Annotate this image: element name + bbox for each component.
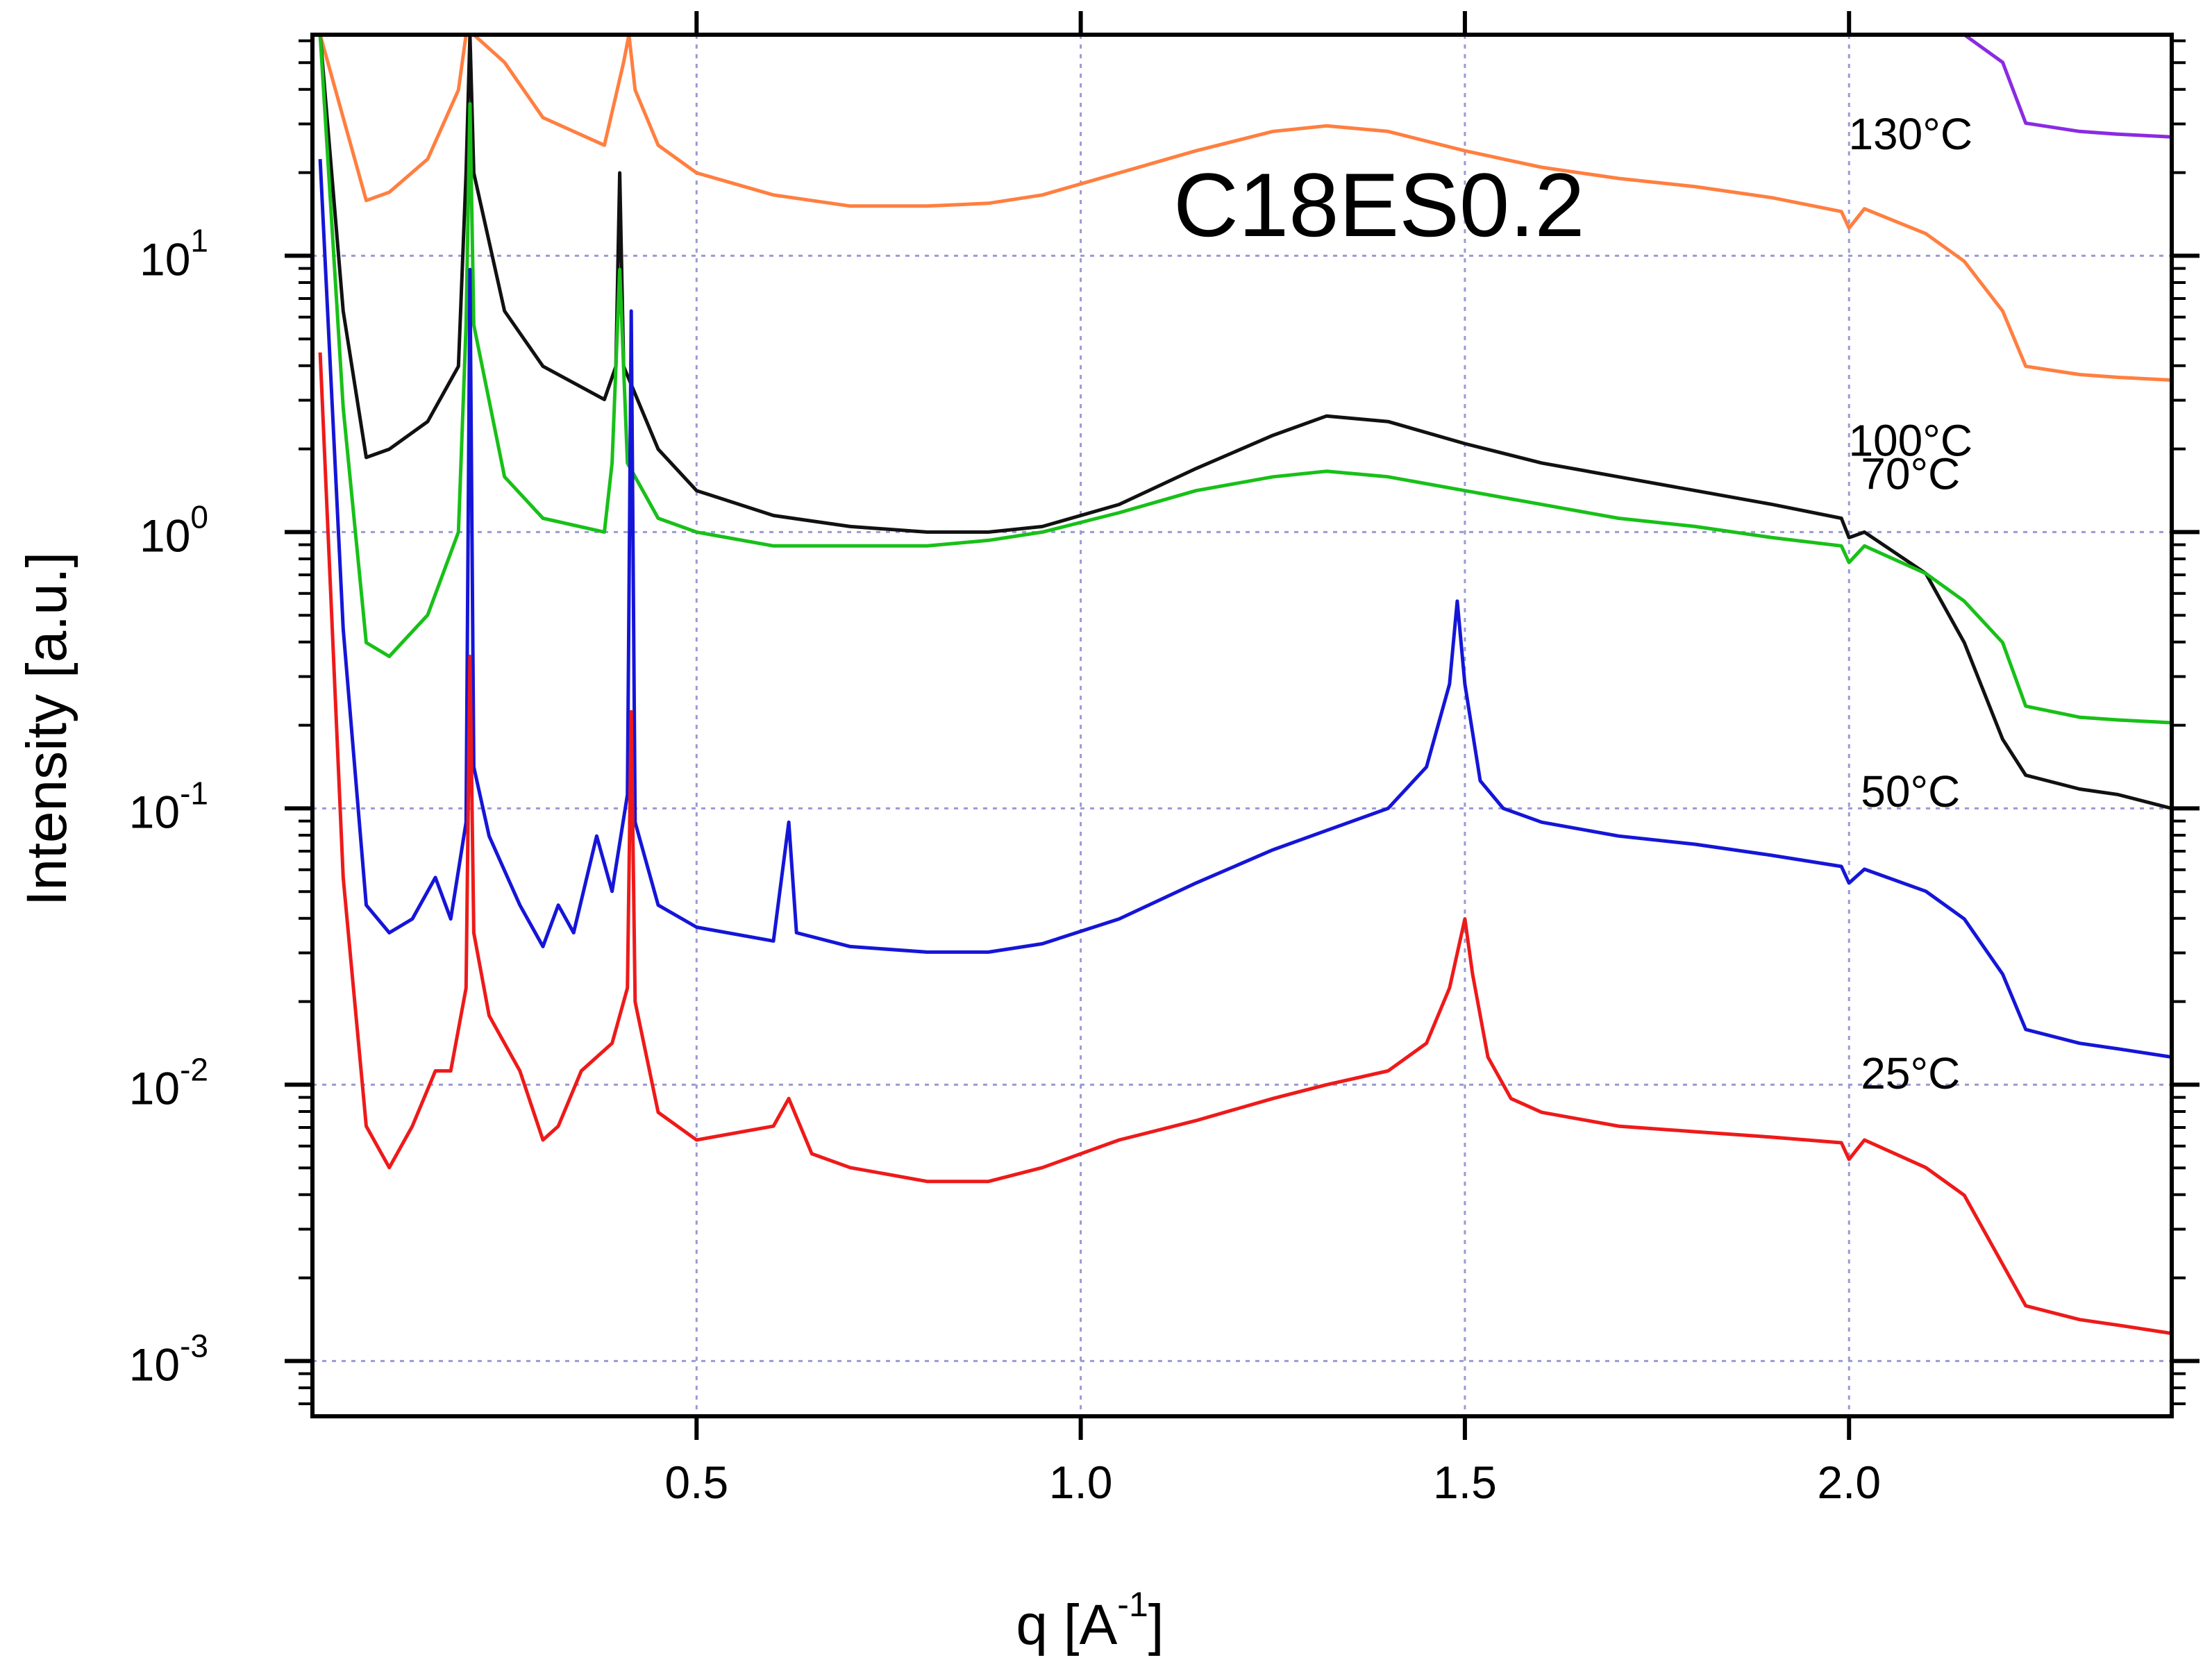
y-tick-label: 10-2	[129, 1051, 208, 1114]
series-line	[318, 33, 2172, 810]
axis-ticks	[285, 11, 2200, 1440]
y-tick-base: 10	[140, 510, 190, 561]
y-tick-exponent: 1	[190, 222, 208, 258]
y-tick-exponent: 0	[190, 498, 208, 535]
y-tick-label: 10-1	[129, 775, 208, 837]
y-tick-label: 10-3	[129, 1327, 208, 1390]
series-name-label: 25°C	[1861, 1048, 1960, 1098]
y-tick-base: 10	[140, 0, 190, 8]
x-axis-title-main: q [A	[1016, 1593, 1117, 1657]
x-axis-title: q [A-1]	[1016, 1585, 1164, 1657]
series-name-label: 70°C	[1861, 448, 1960, 498]
y-tick-label: 102	[140, 0, 208, 8]
y-tick-exponent: -1	[180, 775, 208, 811]
series-name-label: 50°C	[1861, 766, 1960, 816]
y-tick-label: 100	[140, 498, 208, 561]
y-tick-labels: 10-310-210-1100101102103104	[129, 0, 208, 1390]
x-axis-title-close: ]	[1148, 1593, 1164, 1657]
x-tick-label: 1.5	[1433, 1457, 1497, 1508]
x-axis-title-sup: -1	[1117, 1585, 1148, 1624]
x-tick-label: 1.0	[1049, 1457, 1113, 1508]
series-line	[318, 352, 2172, 1336]
y-tick-exponent: -2	[180, 1051, 208, 1087]
chart-title: C18ES0.2	[1173, 154, 1585, 255]
y-tick-base: 10	[129, 1339, 180, 1390]
series-name-label: 100°C	[1848, 416, 1972, 466]
y-tick-exponent: -3	[180, 1327, 208, 1364]
x-tick-labels: 0.5 1.0 1.5 2.0	[664, 1457, 1881, 1508]
y-tick-label: 101	[140, 222, 208, 285]
x-tick-label: 2.0	[1817, 1457, 1881, 1508]
y-axis-title: Intensity [a.u.]	[15, 552, 78, 907]
x-tick-label: 0.5	[664, 1457, 728, 1508]
series-name-label: 130°C	[1848, 109, 1972, 159]
y-tick-base: 10	[140, 233, 190, 285]
y-tick-base: 10	[129, 1062, 180, 1114]
y-tick-base: 10	[129, 786, 180, 837]
series-line	[318, 34, 2172, 725]
series-line	[318, 158, 2172, 1059]
